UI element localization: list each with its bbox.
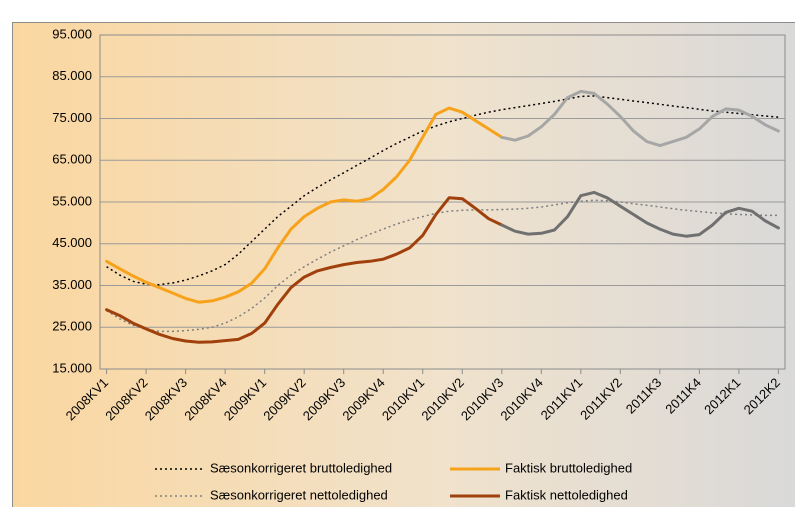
y-tick-label: 35.000 bbox=[52, 277, 92, 292]
y-tick-label: 95.000 bbox=[52, 26, 92, 41]
y-tick-label: 15.000 bbox=[52, 360, 92, 375]
y-tick-label: 75.000 bbox=[52, 110, 92, 125]
chart-frame bbox=[12, 22, 795, 507]
series-line bbox=[105, 196, 504, 344]
legend-label: Sæsonkorrigeret nettoledighed bbox=[210, 487, 388, 502]
legend-label: Faktisk bruttoledighed bbox=[505, 460, 632, 475]
series-line bbox=[500, 190, 780, 238]
plot-border bbox=[99, 34, 786, 370]
series-line bbox=[105, 106, 504, 304]
series-line bbox=[500, 89, 780, 148]
y-tick-label: 85.000 bbox=[52, 68, 92, 83]
legend-label: Faktisk nettoledighed bbox=[505, 487, 628, 502]
series-line bbox=[106, 199, 779, 333]
legend-label: Sæsonkorrigeret bruttoledighed bbox=[210, 460, 392, 475]
y-tick-label: 25.000 bbox=[52, 319, 92, 334]
y-tick-label: 45.000 bbox=[52, 235, 92, 250]
y-tick-label: 65.000 bbox=[52, 152, 92, 167]
y-tick-label: 55.000 bbox=[52, 193, 92, 208]
